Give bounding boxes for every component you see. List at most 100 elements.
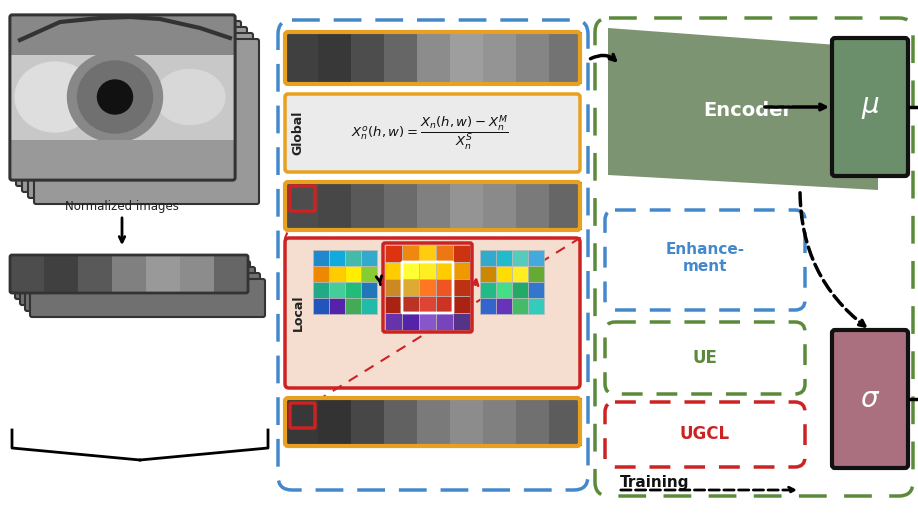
FancyBboxPatch shape [483,398,516,446]
Bar [419,245,436,262]
Bar [402,279,419,296]
FancyBboxPatch shape [417,32,450,84]
Bar [345,250,361,266]
Text: Enhance-
ment: Enhance- ment [666,242,744,274]
Ellipse shape [77,61,152,133]
FancyBboxPatch shape [417,182,450,230]
Bar [313,266,329,282]
Text: $X_n^o(h,w) = \dfrac{X_n(h,w) - X_n^M}{X_n^S}$: $X_n^o(h,w) = \dfrac{X_n(h,w) - X_n^M}{X… [352,114,509,153]
FancyBboxPatch shape [112,255,146,293]
FancyBboxPatch shape [516,182,549,230]
FancyBboxPatch shape [10,255,44,293]
FancyBboxPatch shape [832,330,908,468]
Bar [436,296,453,313]
FancyBboxPatch shape [516,398,549,446]
Bar [419,262,436,279]
FancyBboxPatch shape [30,279,265,317]
Bar [385,262,402,279]
FancyBboxPatch shape [351,398,384,446]
Bar [453,262,470,279]
Bar [436,245,453,262]
Bar [528,266,544,282]
Text: UE: UE [692,349,718,367]
FancyBboxPatch shape [832,38,908,176]
Bar [345,298,361,314]
Bar [385,296,402,313]
Bar [480,282,496,298]
Bar [512,266,528,282]
FancyBboxPatch shape [285,32,318,84]
FancyBboxPatch shape [549,182,582,230]
Bar [480,298,496,314]
FancyBboxPatch shape [22,27,247,192]
Bar [329,298,345,314]
FancyBboxPatch shape [34,39,259,204]
Bar [361,282,377,298]
FancyBboxPatch shape [351,182,384,230]
FancyBboxPatch shape [318,398,351,446]
Bar [512,298,528,314]
FancyBboxPatch shape [450,32,483,84]
Bar [512,282,528,298]
Bar [496,282,512,298]
FancyBboxPatch shape [15,261,250,299]
Ellipse shape [97,80,132,114]
Bar [345,282,361,298]
Ellipse shape [68,52,162,142]
Bar [361,298,377,314]
Text: Encoder: Encoder [703,100,792,119]
Bar [313,250,329,266]
Bar [453,279,470,296]
FancyBboxPatch shape [285,94,580,172]
FancyBboxPatch shape [28,33,253,198]
Bar [419,279,436,296]
Bar [436,313,453,330]
FancyBboxPatch shape [10,15,235,180]
Text: Global: Global [292,111,305,155]
Bar [402,313,419,330]
Bar [528,250,544,266]
Bar [329,250,345,266]
FancyBboxPatch shape [285,398,318,446]
FancyBboxPatch shape [180,255,214,293]
Bar [313,298,329,314]
Bar [385,245,402,262]
Bar [512,250,528,266]
FancyBboxPatch shape [10,15,235,55]
Bar [402,262,419,279]
FancyBboxPatch shape [384,398,417,446]
Bar [453,245,470,262]
Bar [385,279,402,296]
Bar [385,313,402,330]
Text: Normalized images: Normalized images [65,200,179,213]
FancyBboxPatch shape [549,398,582,446]
Bar [496,250,512,266]
FancyBboxPatch shape [214,255,248,293]
Bar [419,296,436,313]
Text: $\mu$: $\mu$ [860,93,879,121]
Bar [329,266,345,282]
Text: Training: Training [620,475,689,490]
FancyBboxPatch shape [20,267,255,305]
Polygon shape [608,28,878,190]
Bar [528,298,544,314]
FancyBboxPatch shape [44,255,78,293]
Bar [329,282,345,298]
FancyBboxPatch shape [10,15,235,180]
Bar [345,266,361,282]
Bar [313,282,329,298]
FancyBboxPatch shape [10,140,235,180]
Bar [480,266,496,282]
Ellipse shape [155,69,225,125]
FancyBboxPatch shape [483,182,516,230]
Bar [453,313,470,330]
FancyBboxPatch shape [384,182,417,230]
FancyBboxPatch shape [285,182,318,230]
FancyBboxPatch shape [146,255,180,293]
Bar [496,266,512,282]
Bar [436,279,453,296]
FancyBboxPatch shape [351,32,384,84]
FancyBboxPatch shape [384,32,417,84]
FancyBboxPatch shape [450,398,483,446]
Bar [480,250,496,266]
